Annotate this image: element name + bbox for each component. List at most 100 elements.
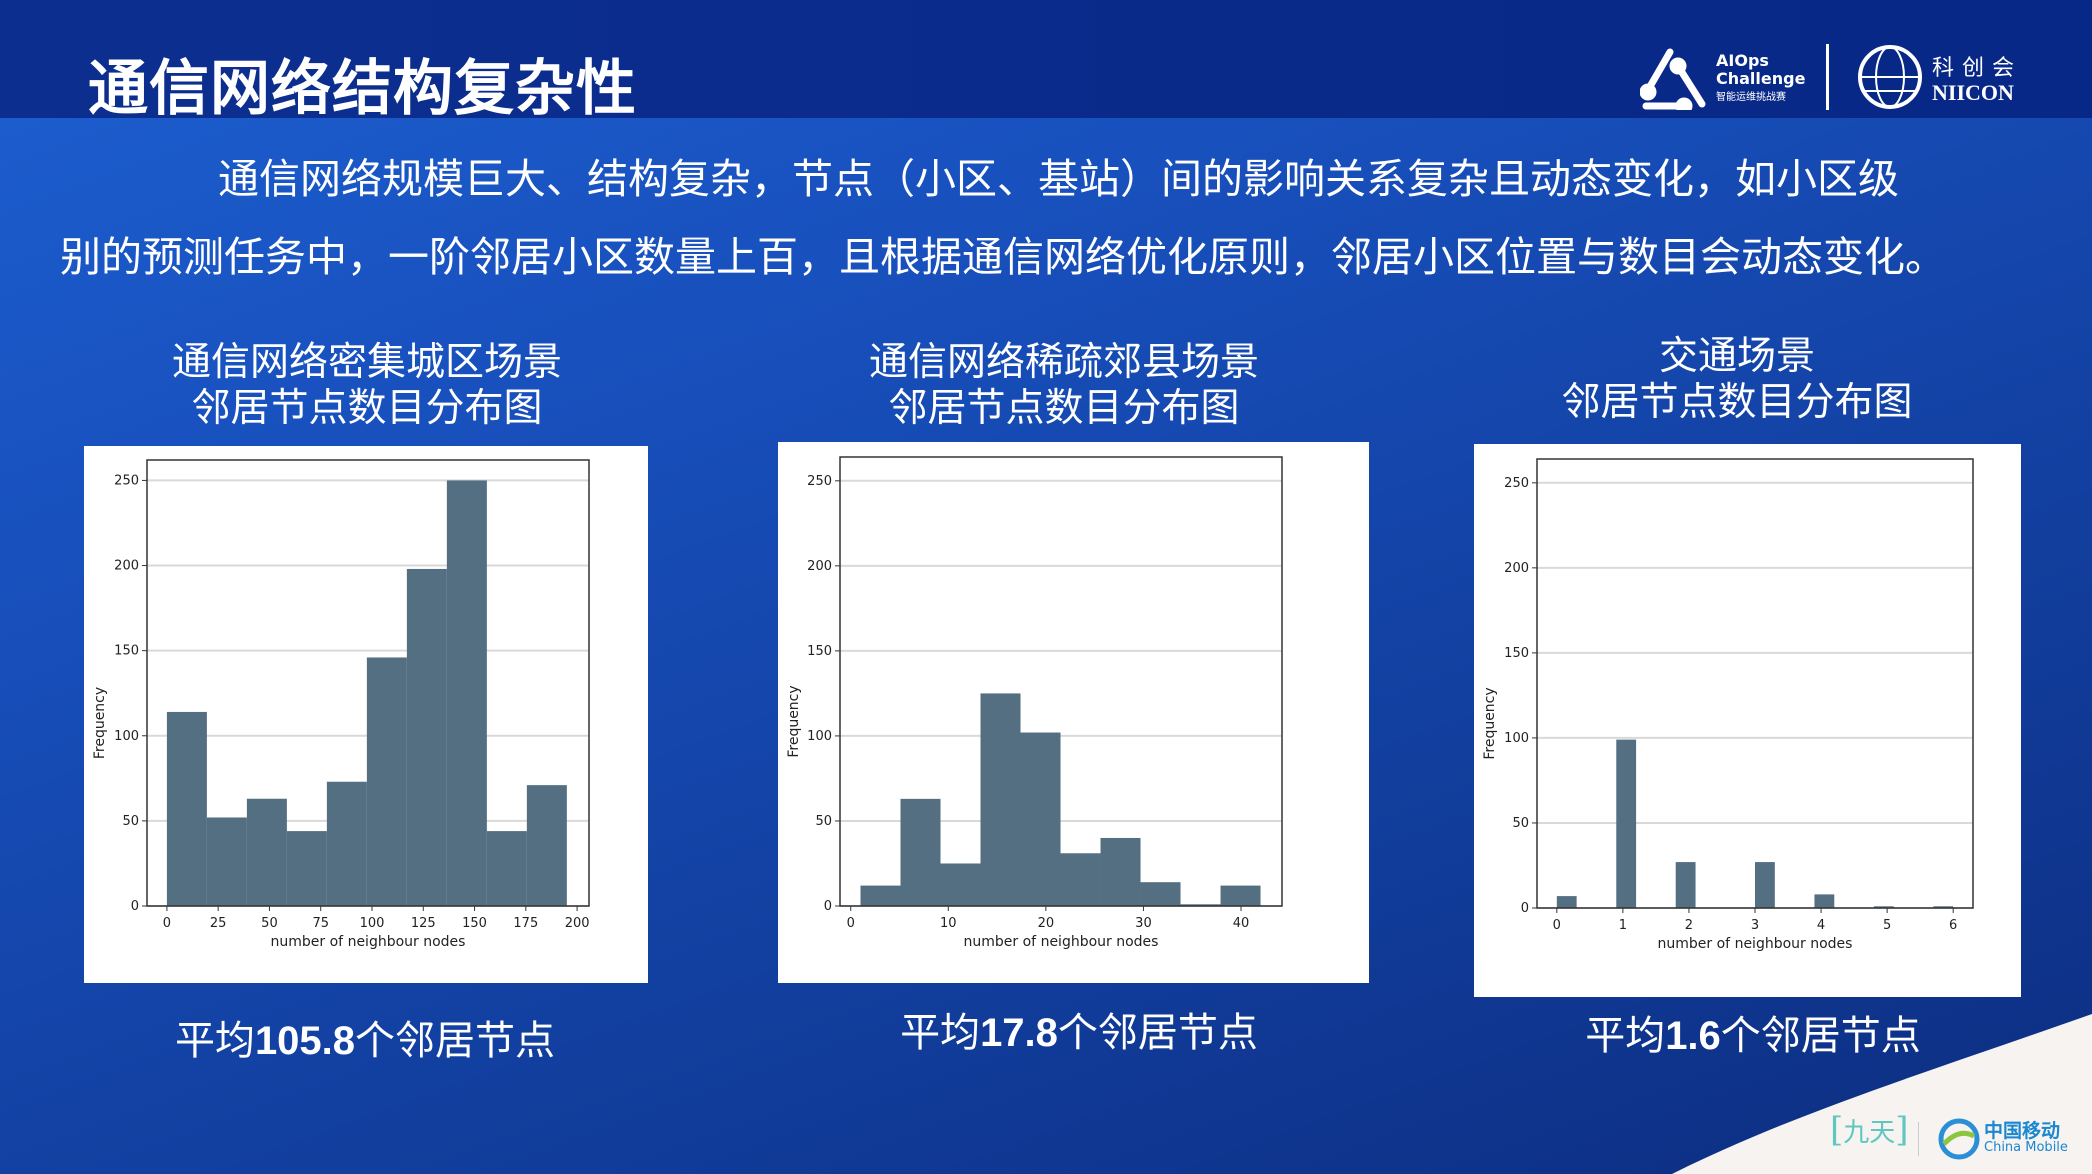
x-tick-label: 30 bbox=[1135, 916, 1152, 931]
histogram-bar bbox=[1060, 853, 1101, 906]
jiutian-logo: [九天] bbox=[1830, 1110, 1909, 1150]
histogram-bar bbox=[1675, 862, 1696, 908]
histogram-bar bbox=[366, 657, 407, 906]
histogram-bar bbox=[1755, 862, 1775, 908]
niicon-cn: 科创会 bbox=[1932, 56, 2023, 81]
caption-prefix: 平均 bbox=[900, 1010, 981, 1056]
histogram-bar bbox=[940, 863, 981, 906]
x-axis-label: number of neighbour nodes bbox=[964, 934, 1159, 950]
histogram-bar bbox=[1020, 732, 1061, 906]
china-mobile-en: China Mobile bbox=[1984, 1140, 2068, 1155]
histogram-bar bbox=[326, 781, 367, 906]
histogram-urban: 0 50 100 150 200 250 0 25 50 75 100 125 150 175 200 num… bbox=[84, 446, 648, 983]
x-tick-label: 40 bbox=[1233, 916, 1250, 931]
x-tick-label: 20 bbox=[1038, 916, 1055, 931]
x-tick-label: 5 bbox=[1883, 918, 1891, 933]
niicon-logo: 科创会 NIICON bbox=[1856, 44, 2026, 110]
histogram-bar bbox=[1100, 837, 1141, 906]
x-tick-label: 50 bbox=[261, 916, 278, 931]
chart-svg: 0 50 100 150 200 250 0 25 50 75 100 125 150 175 200 num… bbox=[92, 459, 590, 950]
histogram-bar bbox=[860, 885, 901, 906]
histogram-bar bbox=[526, 785, 567, 906]
x-tick-label: 4 bbox=[1817, 918, 1825, 933]
y-tick-label: 50 bbox=[815, 814, 832, 829]
corner-swoosh bbox=[1672, 1014, 2092, 1174]
panel-3-title-line2: 邻居节点数目分布图 bbox=[1561, 380, 1913, 425]
x-tick-label: 2 bbox=[1685, 918, 1693, 933]
intro-line-1: 通信网络规模巨大、结构复杂，节点（小区、基站）间的影响关系复杂且动态变化，如小区… bbox=[218, 155, 1899, 203]
caption-number: 1.6 bbox=[1665, 1014, 1721, 1058]
chart-svg: 0 50 100 150 200 250 0 10 20 30 40 number of neighb… bbox=[786, 456, 1283, 950]
y-tick-label: 100 bbox=[807, 729, 832, 744]
china-mobile-icon bbox=[1938, 1118, 1980, 1160]
histogram-bar bbox=[486, 831, 527, 906]
x-tick-label: 10 bbox=[940, 916, 957, 931]
aiops-sub: 智能运维挑战赛 bbox=[1716, 92, 1786, 103]
plot-frame bbox=[1536, 458, 1974, 909]
panel-2-title: 通信网络稀疏郊县场景 邻居节点数目分布图 bbox=[764, 340, 1364, 432]
x-tick-label: 150 bbox=[462, 916, 487, 931]
aiops-line1: AIOps bbox=[1716, 51, 1769, 70]
y-axis-label: Frequency bbox=[1482, 687, 1498, 759]
x-tick-label: 3 bbox=[1751, 918, 1759, 933]
plot-frame bbox=[839, 456, 1283, 907]
x-tick-label: 175 bbox=[513, 916, 538, 931]
x-axis-label: number of neighbour nodes bbox=[1658, 936, 1853, 952]
histogram-bar bbox=[446, 480, 487, 906]
x-tick-label: 200 bbox=[565, 916, 590, 931]
y-tick-label: 100 bbox=[114, 729, 139, 744]
histogram-bar bbox=[166, 711, 207, 906]
y-tick-label: 200 bbox=[807, 559, 832, 574]
histogram-bar bbox=[406, 568, 447, 906]
footer-logos: [九天] 中国移动 China Mobile bbox=[1820, 1100, 2092, 1174]
y-axis-label: Frequency bbox=[92, 687, 108, 759]
x-tick-label: 125 bbox=[411, 916, 436, 931]
header-band bbox=[0, 0, 2092, 118]
niicon-en: NIICON bbox=[1932, 80, 2014, 105]
histogram-traffic: 0 50 100 150 200 250 0 1 2 3 4 5 6 number of neighbou… bbox=[1474, 444, 2021, 997]
panel-3-caption: 平均1.6个邻居节点 bbox=[1453, 1003, 2053, 1061]
panel-3-title: 交通场景 邻居节点数目分布图 bbox=[1437, 334, 2037, 426]
panel-1-title-line1: 通信网络密集城区场景 bbox=[171, 340, 562, 385]
histogram-bar bbox=[1873, 906, 1894, 908]
histogram-bar bbox=[246, 798, 287, 906]
histogram-bar bbox=[1616, 739, 1637, 908]
intro-line-2: 别的预测任务中，一阶邻居小区数量上百，且根据通信网络优化原则，邻居小区位置与数目… bbox=[60, 233, 1946, 281]
panel-2-title-line1: 通信网络稀疏郊县场景 bbox=[868, 340, 1259, 385]
y-tick-label: 200 bbox=[114, 559, 139, 574]
x-tick-label: 6 bbox=[1949, 918, 1957, 933]
page-title: 通信网络结构复杂性 bbox=[88, 54, 637, 124]
x-tick-label: 1 bbox=[1619, 918, 1627, 933]
histogram-bar bbox=[1933, 906, 1954, 908]
histogram-bar bbox=[900, 798, 941, 906]
histogram-bar bbox=[1556, 896, 1577, 908]
china-mobile-cn: 中国移动 bbox=[1984, 1120, 2061, 1142]
y-tick-label: 100 bbox=[1504, 731, 1529, 746]
y-tick-label: 250 bbox=[807, 474, 832, 489]
panel-2-title-line2: 邻居节点数目分布图 bbox=[888, 386, 1240, 431]
footer-divider bbox=[1918, 1122, 1919, 1156]
caption-suffix: 个邻居节点 bbox=[1720, 1013, 1921, 1059]
x-tick-label: 25 bbox=[210, 916, 227, 931]
histogram-bar bbox=[286, 831, 327, 906]
caption-number: 17.8 bbox=[980, 1011, 1058, 1055]
y-tick-label: 0 bbox=[131, 899, 139, 914]
x-tick-label: 100 bbox=[360, 916, 385, 931]
x-tick-label: 0 bbox=[1553, 918, 1561, 933]
histogram-bar bbox=[980, 693, 1021, 906]
x-tick-label: 0 bbox=[163, 916, 171, 931]
aiops-triangle-icon bbox=[1639, 48, 1706, 115]
y-tick-label: 250 bbox=[114, 473, 139, 488]
panel-2-caption: 平均17.8个邻居节点 bbox=[779, 1000, 1379, 1058]
panel-3-title-line1: 交通场景 bbox=[1658, 334, 1815, 379]
y-tick-label: 50 bbox=[1512, 816, 1529, 831]
y-tick-label: 150 bbox=[807, 644, 832, 659]
histogram-bar bbox=[1220, 885, 1261, 906]
x-tick-label: 0 bbox=[847, 916, 855, 931]
histogram-bar bbox=[1180, 904, 1221, 906]
panel-1-title-line2: 邻居节点数目分布图 bbox=[191, 386, 543, 431]
panel-1-caption: 平均105.8个邻居节点 bbox=[65, 1008, 665, 1066]
x-tick-label: 75 bbox=[312, 916, 329, 931]
histogram-suburban: 0 50 100 150 200 250 0 10 20 30 40 number of neighb… bbox=[778, 442, 1369, 983]
y-tick-label: 250 bbox=[1504, 476, 1529, 491]
